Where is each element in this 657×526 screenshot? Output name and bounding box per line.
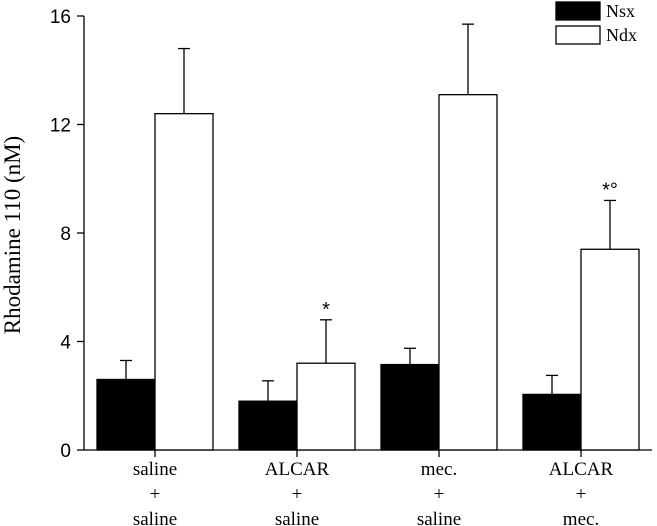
bar-nsx xyxy=(238,400,298,451)
y-tick-label: 8 xyxy=(60,224,71,245)
significance-mark: *° xyxy=(602,179,618,201)
legend-label: Nsx xyxy=(606,1,635,21)
x-category-label: mec. xyxy=(421,459,457,480)
x-category-label: saline xyxy=(133,459,177,480)
x-category-label: + xyxy=(292,484,303,505)
y-tick-label: 12 xyxy=(50,116,71,137)
legend-swatch-ndx xyxy=(555,25,601,45)
x-category-label: ALCAR xyxy=(265,459,330,480)
legend-label: Ndx xyxy=(606,25,637,45)
legend: Nsx Ndx xyxy=(555,1,637,45)
x-category-label: + xyxy=(150,484,161,505)
y-axis-title: Rhodamine 110 (nM) xyxy=(0,136,25,334)
x-category-label: saline xyxy=(417,509,461,526)
x-category-label: mec. xyxy=(563,509,599,526)
bar-ndx xyxy=(296,362,356,451)
bar-ndx xyxy=(580,248,640,451)
x-category-label: + xyxy=(434,484,445,505)
bars: * *° xyxy=(96,23,640,451)
y-tick-label: 4 xyxy=(60,333,71,354)
x-category-label: saline xyxy=(133,509,177,526)
bar-nsx xyxy=(522,393,582,451)
legend-swatch-nsx xyxy=(555,1,601,21)
bar-ndx xyxy=(154,113,214,451)
bar-ndx xyxy=(438,94,498,451)
x-category-label: saline xyxy=(275,509,319,526)
x-category-label: + xyxy=(576,484,587,505)
axes: 0 4 8 12 16 saline + saline ALCAR + saline mec. + sal… xyxy=(50,7,652,526)
significance-mark: * xyxy=(322,299,330,321)
y-tick-label: 0 xyxy=(60,441,71,462)
y-tick-label: 16 xyxy=(50,7,71,28)
x-category-label: ALCAR xyxy=(549,459,614,480)
bar-nsx xyxy=(96,378,156,451)
bar-nsx xyxy=(380,363,440,451)
